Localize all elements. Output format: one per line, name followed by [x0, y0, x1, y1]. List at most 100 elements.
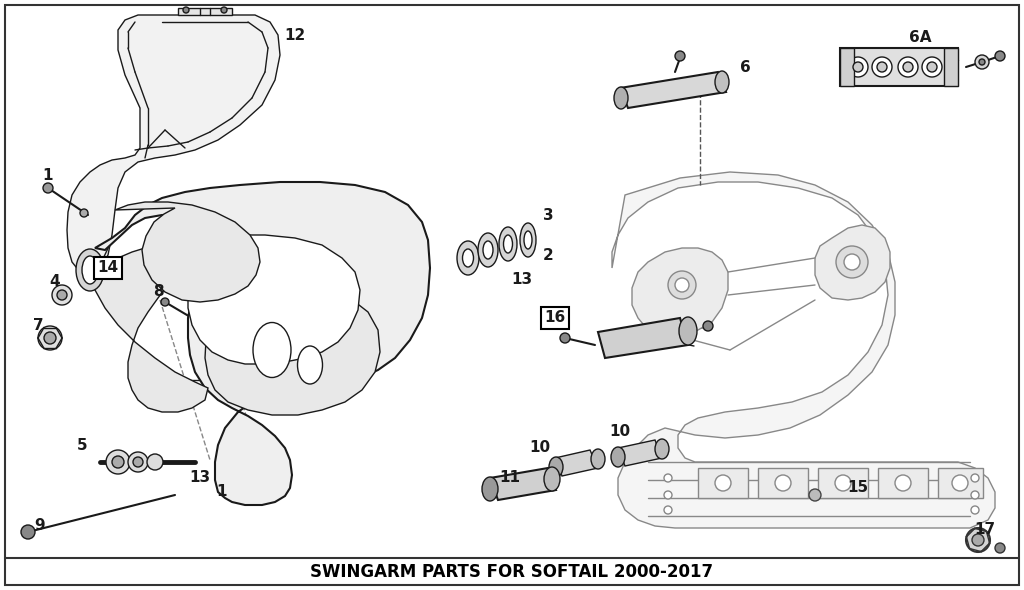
Text: 16: 16 [545, 310, 565, 326]
Ellipse shape [679, 317, 697, 345]
Polygon shape [612, 172, 995, 528]
Bar [840, 48, 958, 86]
Text: 3: 3 [543, 208, 553, 222]
Ellipse shape [549, 457, 563, 477]
Bar [758, 468, 808, 498]
Circle shape [664, 506, 672, 514]
Ellipse shape [614, 87, 628, 109]
Circle shape [903, 62, 913, 72]
Ellipse shape [504, 235, 512, 253]
Circle shape [664, 491, 672, 499]
Polygon shape [90, 248, 208, 412]
Circle shape [922, 57, 942, 77]
Polygon shape [115, 202, 260, 302]
Bar [840, 48, 854, 86]
Circle shape [80, 209, 88, 217]
Ellipse shape [591, 449, 605, 469]
Circle shape [809, 489, 821, 501]
Circle shape [675, 51, 685, 61]
Ellipse shape [483, 241, 493, 259]
Bar [698, 468, 748, 498]
Circle shape [112, 456, 124, 468]
Text: 15: 15 [848, 480, 868, 496]
Text: 1: 1 [217, 484, 227, 500]
Text: 5: 5 [77, 438, 87, 453]
Text: 6: 6 [739, 61, 751, 76]
Text: 9: 9 [35, 517, 45, 533]
Text: 11: 11 [500, 470, 520, 486]
Ellipse shape [611, 447, 625, 467]
Circle shape [835, 475, 851, 491]
Circle shape [972, 534, 984, 546]
Ellipse shape [478, 233, 498, 267]
Circle shape [221, 7, 227, 13]
Circle shape [966, 528, 990, 552]
Ellipse shape [76, 249, 104, 291]
Ellipse shape [253, 323, 291, 378]
Text: 6A: 6A [908, 31, 931, 45]
Circle shape [133, 457, 143, 467]
Bar [944, 48, 958, 86]
Circle shape [57, 290, 67, 300]
Circle shape [147, 454, 163, 470]
Polygon shape [95, 182, 430, 505]
Bar [818, 468, 868, 498]
Ellipse shape [82, 256, 98, 284]
Polygon shape [205, 286, 380, 415]
Circle shape [52, 285, 72, 305]
Text: 13: 13 [511, 273, 532, 287]
Ellipse shape [715, 71, 729, 93]
Polygon shape [815, 225, 890, 300]
Circle shape [38, 326, 62, 350]
Circle shape [995, 51, 1005, 61]
Circle shape [848, 57, 868, 77]
Circle shape [844, 254, 860, 270]
Circle shape [836, 246, 868, 278]
Text: 14: 14 [97, 261, 119, 276]
Text: 2: 2 [543, 247, 553, 263]
Circle shape [128, 452, 148, 472]
Text: 4: 4 [50, 274, 60, 290]
Ellipse shape [499, 227, 517, 261]
Circle shape [975, 55, 989, 69]
Ellipse shape [298, 346, 323, 384]
Circle shape [715, 475, 731, 491]
Text: 12: 12 [285, 28, 305, 42]
Ellipse shape [544, 467, 560, 491]
Text: 8: 8 [153, 284, 163, 300]
Circle shape [668, 271, 696, 299]
Circle shape [183, 7, 189, 13]
Ellipse shape [482, 477, 498, 501]
Circle shape [853, 62, 863, 72]
Circle shape [927, 62, 937, 72]
Circle shape [664, 474, 672, 482]
Text: 10: 10 [609, 424, 631, 440]
Circle shape [971, 506, 979, 514]
Text: 7: 7 [33, 319, 43, 333]
Circle shape [44, 332, 56, 344]
Bar [878, 468, 928, 498]
Polygon shape [632, 248, 728, 335]
Circle shape [675, 278, 689, 292]
Ellipse shape [463, 249, 473, 267]
Ellipse shape [520, 223, 536, 257]
Polygon shape [490, 468, 556, 500]
Polygon shape [620, 72, 726, 108]
Circle shape [43, 183, 53, 193]
Text: 17: 17 [975, 523, 995, 537]
Polygon shape [598, 318, 688, 358]
Circle shape [703, 321, 713, 331]
Polygon shape [67, 15, 280, 275]
Bar [938, 468, 983, 498]
Circle shape [895, 475, 911, 491]
Polygon shape [178, 8, 232, 15]
Polygon shape [555, 450, 598, 476]
Polygon shape [155, 235, 360, 364]
Text: 1: 1 [43, 168, 53, 182]
Ellipse shape [655, 439, 669, 459]
Polygon shape [618, 440, 662, 466]
Text: 10: 10 [529, 441, 551, 455]
Circle shape [775, 475, 791, 491]
Circle shape [952, 475, 968, 491]
Circle shape [872, 57, 892, 77]
